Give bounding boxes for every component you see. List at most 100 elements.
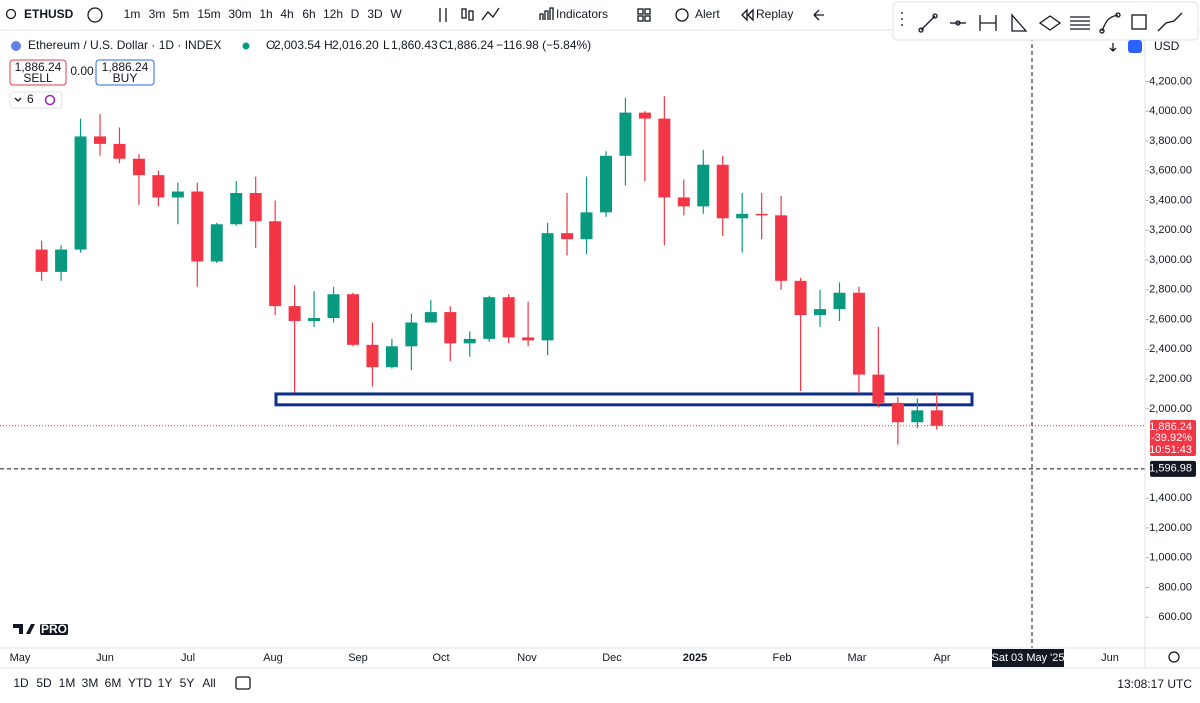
indicator-count: 6 xyxy=(27,92,34,106)
pro-label: PRO xyxy=(41,622,67,636)
candle-body xyxy=(230,192,243,225)
range-button[interactable]: 1Y xyxy=(158,676,173,690)
candle-body xyxy=(346,294,359,345)
x-tick-label: Dec xyxy=(602,652,622,664)
interval-button[interactable]: 12h xyxy=(323,7,343,21)
candle-body xyxy=(152,175,165,198)
indicators-button[interactable]: Indicators xyxy=(556,7,608,21)
x-tick-label: Apr xyxy=(933,652,950,664)
candle-body xyxy=(755,213,768,216)
chart-type-icons[interactable] xyxy=(439,7,824,22)
time-label: Jun xyxy=(1101,652,1119,664)
interval-button[interactable]: 3D xyxy=(367,7,383,21)
y-tick-label: 1,000.00 xyxy=(1149,552,1192,564)
interval-button[interactable]: 30m xyxy=(228,7,251,21)
y-tick-label: 3,200.00 xyxy=(1149,224,1192,236)
last-price-box xyxy=(1150,420,1196,456)
eth-icon xyxy=(11,41,21,51)
x-tick-label: 2025 xyxy=(683,652,707,664)
search-icon[interactable] xyxy=(5,8,17,20)
interval-button[interactable]: 4h xyxy=(280,7,293,21)
candle-body xyxy=(308,318,321,322)
candle-body xyxy=(522,337,535,341)
range-button[interactable]: 3M xyxy=(82,676,99,690)
y-tick-label: 600.00 xyxy=(1158,611,1192,623)
candle-body xyxy=(891,402,904,423)
settings-icon[interactable] xyxy=(1168,651,1180,663)
x-tick-label: Oct xyxy=(432,652,449,664)
last-change: -39.92% xyxy=(1151,432,1192,444)
buy-label: BUY xyxy=(113,71,138,85)
interval-button[interactable]: 5m xyxy=(173,7,190,21)
buy-button[interactable] xyxy=(95,59,155,86)
support-zone xyxy=(274,392,974,407)
legend-change: −116.98 (−5.84%) xyxy=(496,38,591,52)
auto-scale[interactable] xyxy=(1128,40,1142,53)
candle-body xyxy=(911,410,924,423)
y-tick-label: 3,800.00 xyxy=(1149,135,1192,147)
range-button[interactable]: 1M xyxy=(59,676,76,690)
interval-button[interactable]: 1h xyxy=(259,7,272,21)
buy-price: 1,886.24 xyxy=(102,60,149,74)
x-tick-label: Jun xyxy=(96,652,114,664)
market-status xyxy=(242,42,250,50)
alert-button[interactable]: Alert xyxy=(695,7,720,21)
candle-body xyxy=(561,233,574,240)
drawing-toolbar xyxy=(892,1,1199,41)
replay-button[interactable]: Replay xyxy=(756,7,793,21)
interval-button[interactable]: 1m xyxy=(124,7,141,21)
drawing-tools[interactable] xyxy=(901,12,1183,34)
range-button[interactable]: YTD xyxy=(128,676,152,690)
ohlc-label: H xyxy=(324,38,333,52)
candle-body xyxy=(366,344,379,368)
interval-button[interactable]: 3m xyxy=(149,7,166,21)
candle-body xyxy=(463,338,476,344)
candle-body xyxy=(55,249,68,272)
candle-body xyxy=(502,297,515,338)
sell-button[interactable] xyxy=(9,59,67,86)
interval-button[interactable]: D xyxy=(351,7,360,21)
candle-body xyxy=(677,197,690,207)
candle-body xyxy=(658,118,671,198)
y-tick-label: 3,000.00 xyxy=(1149,254,1192,266)
range-button[interactable]: 5Y xyxy=(180,676,195,690)
candle-body xyxy=(599,155,612,213)
x-tick-label: Jul xyxy=(181,652,195,664)
scroll-down[interactable] xyxy=(1109,43,1117,52)
candle-body xyxy=(74,136,87,250)
range-button[interactable]: 6M xyxy=(105,676,122,690)
candle-body xyxy=(872,374,885,403)
y-tick-label: 4,000.00 xyxy=(1149,105,1192,117)
add-symbol[interactable] xyxy=(87,7,103,23)
interval-button[interactable]: W xyxy=(390,7,402,21)
candle-body xyxy=(833,292,846,310)
interval-button[interactable]: 6h xyxy=(302,7,315,21)
range-button[interactable]: 1D xyxy=(13,676,29,690)
crosshair-price-box xyxy=(1150,460,1196,477)
candle-body xyxy=(35,249,48,272)
candle-body xyxy=(930,410,943,426)
candle-body xyxy=(794,280,807,316)
range-button[interactable]: All xyxy=(202,676,215,690)
y-tick-label: 3,400.00 xyxy=(1149,194,1192,206)
date-range-icon[interactable] xyxy=(235,676,251,690)
y-tick-label: 2,800.00 xyxy=(1149,284,1192,296)
symbol[interactable]: ETHUSD xyxy=(24,7,74,21)
candle-body xyxy=(113,143,126,159)
y-tick-label: 2,400.00 xyxy=(1149,343,1192,355)
x-tick-label: Aug xyxy=(263,652,283,664)
interval-button[interactable]: 15m xyxy=(197,7,220,21)
candle-body xyxy=(327,294,340,319)
last-price: 1,886.24 xyxy=(1149,421,1192,433)
plot-area xyxy=(0,30,1149,648)
y-tick-label: 1,200.00 xyxy=(1149,522,1192,534)
range-button[interactable]: 5D xyxy=(36,676,52,690)
ohlc-value: 1,886.24 xyxy=(447,38,494,52)
candle-body xyxy=(424,312,437,323)
crosshair-date: Sat 03 May '25 xyxy=(991,652,1064,664)
currency[interactable]: USD xyxy=(1154,39,1180,53)
x-tick-label: May xyxy=(10,652,31,664)
ohlc-label: O xyxy=(266,38,275,52)
candle-body xyxy=(405,322,418,347)
